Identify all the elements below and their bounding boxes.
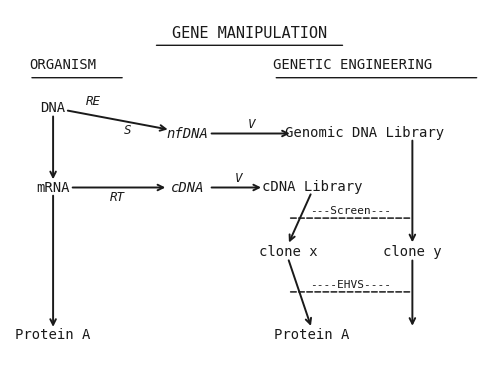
Text: RE: RE bbox=[86, 94, 101, 108]
Text: V: V bbox=[235, 172, 242, 184]
Text: cDNA: cDNA bbox=[171, 180, 204, 195]
Text: mRNA: mRNA bbox=[36, 180, 70, 195]
Text: RT: RT bbox=[110, 191, 125, 204]
Text: DNA: DNA bbox=[40, 101, 66, 115]
Text: GENE MANIPULATION: GENE MANIPULATION bbox=[172, 26, 327, 40]
Text: ----EHVS----: ----EHVS---- bbox=[309, 280, 391, 290]
Text: ---Screen---: ---Screen--- bbox=[309, 206, 391, 216]
Text: clone x: clone x bbox=[258, 245, 317, 259]
Text: nfDNA: nfDNA bbox=[166, 126, 208, 141]
Text: V: V bbox=[248, 118, 255, 130]
Text: GENETIC ENGINEERING: GENETIC ENGINEERING bbox=[273, 58, 433, 72]
Text: ORGANISM: ORGANISM bbox=[29, 58, 96, 72]
Text: Protein A: Protein A bbox=[15, 328, 91, 342]
Text: S: S bbox=[124, 124, 131, 138]
Text: Protein A: Protein A bbox=[274, 328, 349, 342]
Text: Genomic DNA Library: Genomic DNA Library bbox=[285, 126, 444, 141]
Text: cDNA Library: cDNA Library bbox=[261, 180, 362, 195]
Text: clone y: clone y bbox=[383, 245, 442, 259]
